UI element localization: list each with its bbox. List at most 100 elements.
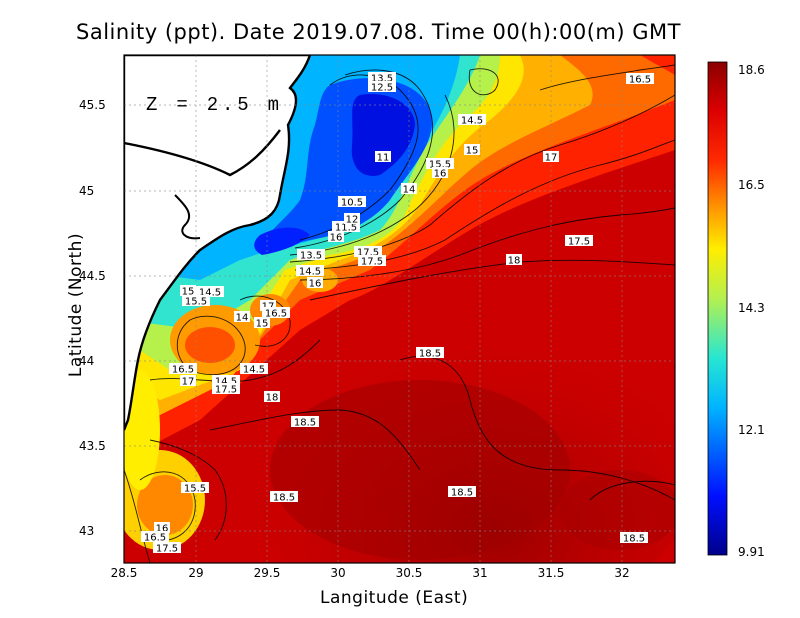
contour-label: 16 xyxy=(307,277,323,290)
contour-label: 17.5 xyxy=(565,235,593,248)
svg-text:10.5: 10.5 xyxy=(341,198,363,209)
svg-text:18.5: 18.5 xyxy=(294,418,316,429)
svg-text:16: 16 xyxy=(330,233,343,244)
svg-text:16.5: 16.5 xyxy=(144,533,166,544)
svg-text:18: 18 xyxy=(508,256,521,267)
svg-text:17.5: 17.5 xyxy=(361,257,383,268)
svg-text:18.5: 18.5 xyxy=(623,534,645,545)
contour-label: 13.5 xyxy=(297,249,325,262)
depth-label: Z = 2 . 5 m xyxy=(146,94,279,116)
contour-label: 15.5 xyxy=(181,482,209,495)
contour-label: 14.5 xyxy=(296,265,324,278)
svg-text:11.5: 11.5 xyxy=(335,223,357,234)
svg-text:11: 11 xyxy=(377,153,390,164)
svg-text:15: 15 xyxy=(256,319,269,330)
svg-text:17: 17 xyxy=(545,153,558,164)
contour-label: 14.5 xyxy=(212,375,240,388)
y-tick-label: 44.5 xyxy=(79,269,106,283)
x-tick-label: 30 xyxy=(330,566,346,580)
contour-label: 18 xyxy=(506,254,522,267)
svg-text:18: 18 xyxy=(266,393,279,404)
salinity-field xyxy=(124,55,675,563)
svg-text:15.5: 15.5 xyxy=(185,297,207,308)
contour-label: 16 xyxy=(154,522,170,535)
svg-text:14: 14 xyxy=(403,185,416,196)
contour-label: 15.5 xyxy=(426,158,454,171)
contour-label: 11.5 xyxy=(332,221,360,234)
colorbar-tick-label: 9.91 xyxy=(738,545,765,559)
svg-text:15: 15 xyxy=(182,287,195,298)
contour-label: 18.5 xyxy=(270,491,298,504)
svg-text:16.5: 16.5 xyxy=(265,309,287,320)
contour-label: 17.5 xyxy=(212,383,240,396)
svg-text:16.5: 16.5 xyxy=(629,75,651,86)
svg-text:17.5: 17.5 xyxy=(156,544,178,555)
svg-text:14.5: 14.5 xyxy=(243,365,265,376)
contour-label: 15 xyxy=(180,285,196,298)
colorbar-tick-label: 18.6 xyxy=(738,63,765,77)
svg-text:16: 16 xyxy=(434,169,447,180)
svg-text:14.5: 14.5 xyxy=(199,288,221,299)
svg-text:18.5: 18.5 xyxy=(273,493,295,504)
y-tick-label: 45.5 xyxy=(79,98,106,112)
contour-label: 17.5 xyxy=(358,255,386,268)
svg-text:17.5: 17.5 xyxy=(215,385,237,396)
x-axis-label: Langitude (East) xyxy=(320,588,469,608)
x-tick-label: 29.5 xyxy=(253,566,281,580)
x-tick-label: 31 xyxy=(472,566,488,580)
plot-frame xyxy=(123,54,676,564)
svg-text:15.5: 15.5 xyxy=(429,160,451,171)
contour-label: 17.5 xyxy=(153,542,181,555)
svg-text:14: 14 xyxy=(236,313,249,324)
contour-label: 14.5 xyxy=(196,286,224,299)
y-axis-label: Latitude (North) xyxy=(66,232,86,378)
colorbar xyxy=(707,61,728,556)
y-tick-label: 43.5 xyxy=(79,439,106,453)
contour-label: 18 xyxy=(264,391,280,404)
x-tick-label: 32 xyxy=(614,566,630,580)
contour-label: 15 xyxy=(464,144,480,157)
contour-labels: 13.512.516.514.515171115.5161410.511.512… xyxy=(141,72,654,555)
svg-text:14.5: 14.5 xyxy=(299,267,321,278)
y-tick-label: 45 xyxy=(79,184,95,198)
contour-label: 14.5 xyxy=(458,114,486,127)
x-tick-label: 30.5 xyxy=(395,566,423,580)
contour-label: 15 xyxy=(254,317,270,330)
contour-label: 18.5 xyxy=(291,416,319,429)
x-tick-label: 31.5 xyxy=(537,566,565,580)
svg-text:17.5: 17.5 xyxy=(568,237,590,248)
y-tick-label: 44 xyxy=(79,354,95,368)
contour-label: 14.5 xyxy=(240,363,268,376)
contour-label: 12 xyxy=(344,213,360,226)
svg-text:13.5: 13.5 xyxy=(300,251,322,262)
contour-label: 16.5 xyxy=(141,531,169,544)
contour-label: 12.5 xyxy=(368,81,396,94)
contour-label: 10.5 xyxy=(338,196,366,209)
contour-label: 15.5 xyxy=(182,295,210,308)
contour-label: 17.5 xyxy=(354,246,382,259)
contour-label: 13.5 xyxy=(368,72,396,85)
svg-text:17.5: 17.5 xyxy=(357,248,379,259)
contour-label: 17 xyxy=(543,151,559,164)
colorbar-tick-label: 12.1 xyxy=(738,423,765,437)
x-tick-label: 28.5 xyxy=(110,566,138,580)
svg-text:18.5: 18.5 xyxy=(419,349,441,360)
contour-label: 17 xyxy=(180,375,196,388)
colorbar-tick-label: 14.3 xyxy=(738,301,765,315)
contour-label: 16.5 xyxy=(169,363,197,376)
svg-text:15.5: 15.5 xyxy=(184,484,206,495)
contour-label: 16.5 xyxy=(626,73,654,86)
svg-text:12.5: 12.5 xyxy=(371,83,393,94)
svg-text:17: 17 xyxy=(182,377,195,388)
contour-label: 14 xyxy=(234,311,250,324)
y-tick-label: 43 xyxy=(79,524,95,538)
contour-label: 16 xyxy=(432,167,448,180)
contour-label: 18.5 xyxy=(416,347,444,360)
svg-text:16: 16 xyxy=(156,524,169,535)
svg-text:16.5: 16.5 xyxy=(172,365,194,376)
svg-text:14.5: 14.5 xyxy=(215,377,237,388)
plot-title: Salinity (ppt). Date 2019.07.08. Time 00… xyxy=(76,20,681,44)
colorbar-tick-label: 16.5 xyxy=(738,178,765,192)
svg-text:12: 12 xyxy=(346,215,359,226)
